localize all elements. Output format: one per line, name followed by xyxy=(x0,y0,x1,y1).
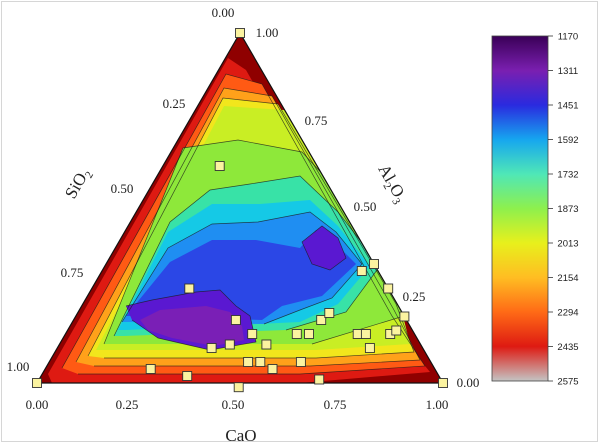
colorbar-tick-label-10: 2575 xyxy=(557,377,578,388)
contour-line-7 xyxy=(75,87,421,367)
data-point-28 xyxy=(399,311,410,322)
data-point-6 xyxy=(247,329,258,339)
data-point-2 xyxy=(184,283,195,294)
data-point-14 xyxy=(291,329,302,339)
right-axis-title: Al2O3 xyxy=(372,161,411,207)
colorbar-tick-label-0: 1170 xyxy=(558,32,578,43)
contour-line-3 xyxy=(121,211,363,325)
colorbar-tick-label-4: 1732 xyxy=(557,170,578,181)
colorbar: 1170 1311 1451 1592 1732 1873 2013 2154 2294 2435… xyxy=(491,32,579,388)
colorbar-tick-label-8: 2294 xyxy=(557,308,578,319)
data-point-16 xyxy=(316,315,327,325)
left-axis-ticks: 0.00 0.25 0.50 0.75 1.00 xyxy=(7,5,235,374)
tick-label-left-2: 0.50 xyxy=(111,181,134,196)
contour-line-0 xyxy=(87,97,415,359)
data-point-8 xyxy=(255,357,266,367)
data-point-7 xyxy=(261,339,272,350)
data-point-30 xyxy=(438,378,448,388)
colorbar-tick-label-9: 2435 xyxy=(557,342,578,353)
bottom-axis-ticks: 0.00 0.25 0.50 0.75 1.00 xyxy=(26,397,449,412)
contour-line-6 xyxy=(61,73,426,375)
contour-line-5 xyxy=(301,225,347,271)
colorbar-tick-label-3: 1592 xyxy=(557,135,578,146)
data-point-26 xyxy=(369,259,379,269)
tick-label-right-0: 1.00 xyxy=(256,25,279,40)
tick-label-right-1: 0.75 xyxy=(305,113,328,128)
data-point-1 xyxy=(214,161,225,171)
data-point-22 xyxy=(391,325,402,336)
data-point-27 xyxy=(383,283,394,294)
tick-label-right-4: 0.00 xyxy=(457,375,480,390)
data-point-20 xyxy=(364,343,375,353)
tick-label-bottom-2: 0.50 xyxy=(222,397,245,412)
colorbar-tick-label-6: 2013 xyxy=(557,239,578,250)
tick-label-bottom-0: 0.00 xyxy=(26,397,49,412)
contour-zones xyxy=(37,33,443,383)
left-axis-title: SiO2 xyxy=(61,165,96,204)
tick-label-left-3: 0.75 xyxy=(61,265,84,280)
data-point-11 xyxy=(145,364,156,374)
data-point-3 xyxy=(206,343,217,353)
data-point-25 xyxy=(356,266,367,276)
data-point-13 xyxy=(233,382,244,393)
data-point-18 xyxy=(352,329,363,339)
data-point-10 xyxy=(267,364,278,374)
colorbar-tick-label-1: 1311 xyxy=(558,66,578,77)
data-point-23 xyxy=(314,374,325,385)
bottom-axis-title: CaO xyxy=(225,426,256,444)
data-point-4 xyxy=(224,339,235,350)
data-point-12 xyxy=(182,371,193,381)
tick-label-bottom-1: 0.25 xyxy=(116,397,139,412)
data-points xyxy=(32,28,448,393)
tick-label-right-2: 0.50 xyxy=(354,199,377,214)
data-point-5 xyxy=(230,315,241,325)
data-point-15 xyxy=(304,329,314,339)
data-point-24 xyxy=(295,357,306,367)
tick-label-right-3: 0.25 xyxy=(403,289,426,304)
data-point-9 xyxy=(243,357,254,367)
data-point-0 xyxy=(235,28,245,38)
data-point-19 xyxy=(360,329,371,339)
tick-label-left-0: 0.00 xyxy=(212,5,235,20)
data-point-17 xyxy=(324,308,335,318)
contour-line-4 xyxy=(125,289,257,351)
colorbar-tick-label-5: 1873 xyxy=(557,204,578,215)
colorbar-tick-label-2: 1451 xyxy=(557,101,578,112)
contour-zone-violet-13 xyxy=(302,226,346,270)
tick-label-left-1: 0.25 xyxy=(163,96,186,111)
contour-line-2 xyxy=(113,175,381,337)
tick-label-bottom-4: 1.00 xyxy=(426,397,449,412)
tick-label-left-4: 1.00 xyxy=(7,359,30,374)
colorbar-tick-label-7: 2154 xyxy=(557,273,578,284)
right-axis-ticks: 1.00 0.75 0.50 0.25 0.00 xyxy=(256,25,480,390)
colorbar-ticks: 1170 1311 1451 1592 1732 1873 2013 2154 2294 2435… xyxy=(548,32,579,388)
colorbar-gradient xyxy=(491,35,549,382)
data-point-29 xyxy=(32,378,42,388)
contour-zone-purple-core-12 xyxy=(140,306,244,346)
tick-label-bottom-3: 0.75 xyxy=(324,397,347,412)
